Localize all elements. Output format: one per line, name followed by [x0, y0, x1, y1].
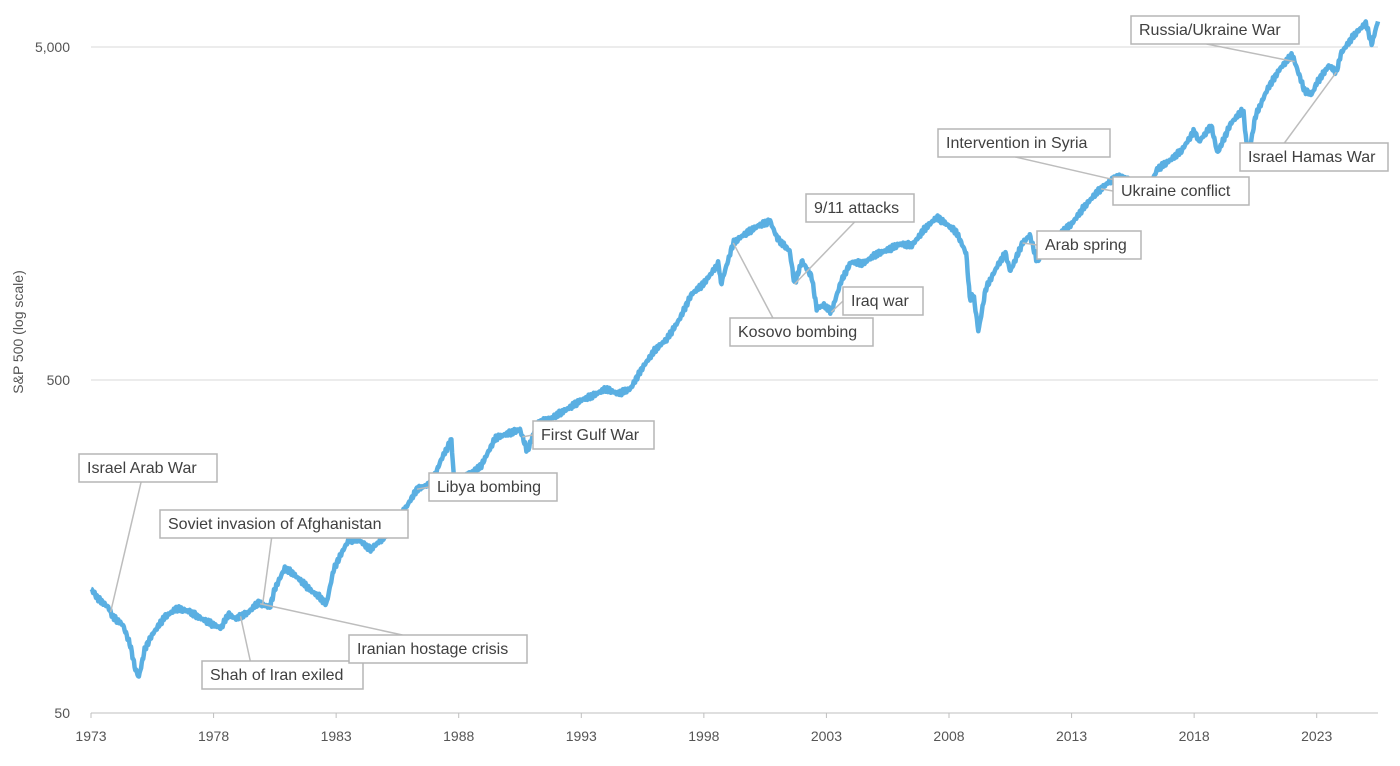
- annotation-leader-line: [1206, 43, 1295, 63]
- annotation-callout: Iranian hostage crisis: [259, 603, 528, 664]
- x-tick-labels: 1973 1978 1983 1988 1993 1998 2003 2008 2013 2018…: [75, 713, 1332, 744]
- annotation-callout: Kosovo bombing: [729, 242, 874, 347]
- annotation-label: First Gulf War: [541, 427, 640, 444]
- x-tick-label: 2003: [811, 728, 842, 744]
- annotations: Israel Arab War Shah of Iran exiled Soviet…: [78, 15, 1389, 690]
- annotation-callout: Ukraine conflict: [1100, 176, 1250, 206]
- annotation-callout: Israel Hamas War: [1239, 71, 1389, 172]
- annotation-leader-line: [239, 616, 252, 662]
- annotation-box: [78, 453, 218, 483]
- series-line-sp500: [89, 19, 1381, 679]
- annotation-label: Kosovo bombing: [738, 324, 857, 341]
- annotation-box: [348, 634, 528, 664]
- annotation-label: Iraq war: [851, 293, 909, 310]
- x-tick-label: 1993: [566, 728, 597, 744]
- annotation-label: Libya bombing: [437, 479, 541, 496]
- series: [89, 19, 1381, 679]
- annotation-box: [1130, 15, 1300, 45]
- annotation-box: [201, 660, 364, 690]
- annotation-callout: Israel Arab War: [78, 453, 218, 613]
- annotation-leader-line: [1015, 156, 1114, 181]
- annotation-leader-line: [1022, 242, 1038, 246]
- annotation-leader-line: [830, 300, 844, 313]
- x-tick-label: 2013: [1056, 728, 1087, 744]
- annotation-label: Russia/Ukraine War: [1139, 22, 1281, 39]
- x-tick-label: 1983: [321, 728, 352, 744]
- annotation-label: Arab spring: [1045, 237, 1127, 254]
- annotation-box: [1036, 230, 1142, 260]
- annotation-leader-line: [259, 603, 403, 636]
- annotation-leader-line: [1100, 188, 1114, 192]
- annotation-callout: Arab spring: [1022, 230, 1142, 260]
- annotation-label: 9/11 attacks: [814, 200, 899, 217]
- annotation-box: [1239, 142, 1389, 172]
- annotation-label: Ukraine conflict: [1121, 183, 1231, 200]
- annotation-callout: Libya bombing: [416, 472, 558, 502]
- annotation-box: [159, 509, 409, 539]
- annotation-callout: Iraq war: [830, 286, 924, 316]
- x-tick-label: 2023: [1301, 728, 1332, 744]
- annotation-box: [428, 472, 558, 502]
- annotation-callout: Shah of Iran exiled: [201, 616, 364, 690]
- annotation-leader-line: [416, 486, 430, 490]
- annotation-label: Shah of Iran exiled: [210, 667, 343, 684]
- y-axis-title: S&P 500 (log scale): [10, 270, 26, 393]
- x-tick-label: 2008: [933, 728, 964, 744]
- annotation-box: [805, 193, 915, 223]
- x-tick-label: 2018: [1179, 728, 1210, 744]
- annotation-box: [532, 420, 655, 450]
- annotation-callout: First Gulf War: [522, 420, 655, 450]
- x-tick-label: 1988: [443, 728, 474, 744]
- x-tick-label: 1998: [688, 728, 719, 744]
- annotation-leader-line: [732, 242, 774, 319]
- y-tick-label: 500: [47, 372, 71, 388]
- y-tick-labels: 50 500 5,000: [35, 39, 70, 721]
- annotation-box: [1112, 176, 1250, 206]
- y-tick-label: 5,000: [35, 39, 70, 55]
- annotation-label: Israel Arab War: [87, 460, 197, 477]
- annotation-leader-line: [1283, 71, 1337, 144]
- annotation-callout: 9/11 attacks: [794, 193, 915, 285]
- annotation-leader-line: [109, 481, 142, 613]
- annotation-label: Israel Hamas War: [1248, 149, 1376, 166]
- gridlines: [91, 46, 1378, 381]
- annotation-box: [729, 317, 874, 347]
- annotation-label: Intervention in Syria: [946, 135, 1088, 152]
- annotation-callout: Russia/Ukraine War: [1130, 15, 1300, 63]
- y-tick-label: 50: [54, 705, 70, 721]
- annotation-leader-line: [261, 537, 273, 605]
- annotation-leader-line: [522, 434, 534, 438]
- annotation-callout: Soviet invasion of Afghanistan: [159, 509, 409, 605]
- x-tick-label: 1978: [198, 728, 229, 744]
- annotation-box: [842, 286, 924, 316]
- annotation-label: Soviet invasion of Afghanistan: [168, 516, 381, 533]
- x-tick-label: 1973: [75, 728, 106, 744]
- annotation-callout: Intervention in Syria: [937, 128, 1114, 181]
- annotation-label: Iranian hostage crisis: [357, 641, 508, 658]
- annotation-leader-line: [794, 221, 856, 285]
- annotation-box: [937, 128, 1111, 158]
